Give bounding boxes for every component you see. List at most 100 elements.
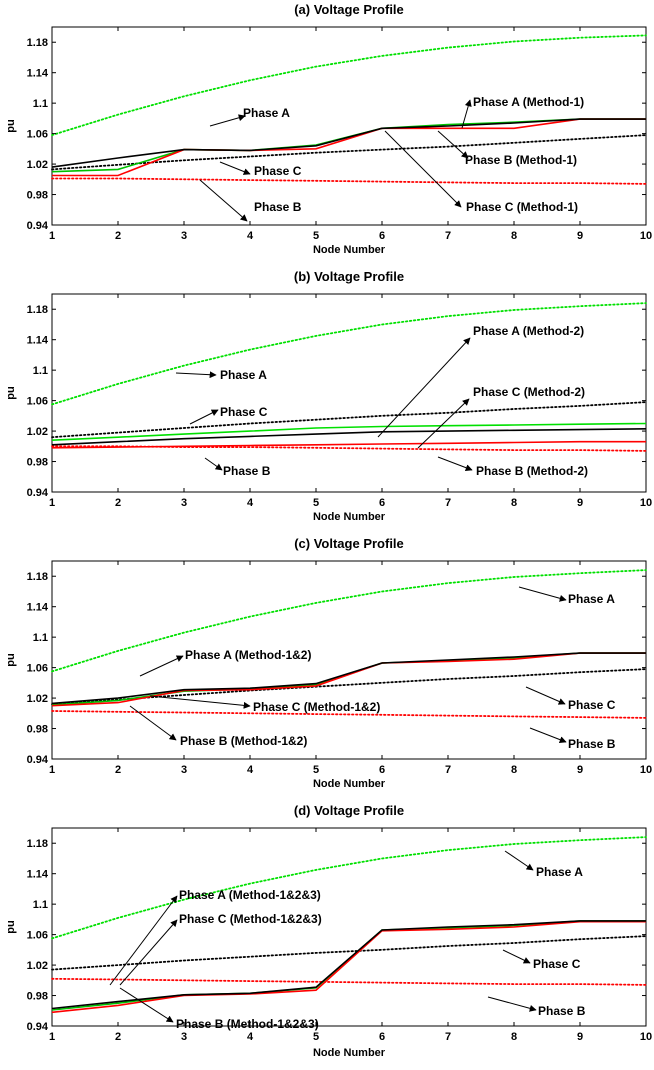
chart-title: (d) Voltage Profile: [294, 803, 404, 818]
annotation-label: Phase C: [254, 164, 302, 178]
annotation-label: Phase B: [223, 464, 271, 478]
x-tick-label: 9: [577, 764, 583, 776]
x-tick-label: 5: [313, 1031, 319, 1043]
plot-frame: [51, 26, 647, 226]
chart-panel-4: (d) Voltage Profile 1 2 3 4 5 6 7 8 9 10 0.94 0.98 1.…: [5, 803, 652, 1059]
series-line-phase-c-method-1: [51, 118, 646, 168]
y-tick-label: 0.98: [27, 457, 48, 469]
annotation-arrow: [219, 161, 251, 175]
x-tick-label: 9: [577, 1031, 583, 1043]
annotation-arrow: [504, 850, 534, 871]
y-tick-label: 1.1: [33, 365, 48, 377]
x-tick-label: 1: [49, 764, 55, 776]
annotation-label: Phase C: [220, 405, 268, 419]
y-tick-label: 1.06: [27, 930, 48, 942]
x-tick-label: 10: [640, 230, 652, 242]
series-line-phase-c-method-2: [51, 428, 647, 446]
x-tick-label: 5: [313, 764, 319, 776]
y-axis-label: pu: [5, 920, 17, 933]
series-line-phase-a: [51, 836, 647, 940]
annotation-label: Phase A: [220, 368, 267, 382]
chart-title: (a) Voltage Profile: [294, 2, 404, 17]
annotation-arrow: [119, 919, 178, 986]
x-tick-label: 4: [247, 1031, 254, 1043]
plot-frame: [51, 827, 647, 1027]
series-line-phase-b-method-1-2-3: [51, 920, 646, 1014]
x-tick-label: 3: [181, 497, 187, 509]
annotation-arrow: [377, 337, 471, 438]
x-tick-label: 10: [640, 497, 652, 509]
annotation-arrow: [109, 895, 178, 986]
series-line-phase-b: [51, 445, 647, 452]
y-tick-label: 1.18: [27, 304, 48, 316]
y-tick-label: 0.94: [27, 754, 49, 766]
y-tick-label: 1.18: [27, 571, 48, 583]
y-tick-label: 1.06: [27, 396, 48, 408]
series-line-phase-a-method-1-2: [51, 652, 646, 706]
annotation-label: Phase C (Method-1&2&3): [179, 912, 322, 926]
x-tick-label: 4: [247, 497, 254, 509]
series-line-phase-c: [51, 935, 647, 971]
annotation-arrow: [417, 398, 470, 449]
plot-frame: [51, 560, 647, 760]
y-tick-label: 1.14: [27, 68, 49, 80]
y-tick-label: 1.06: [27, 663, 48, 675]
x-tick-label: 3: [181, 1031, 187, 1043]
annotation-arrow: [149, 695, 251, 709]
x-tick-label: 3: [181, 764, 187, 776]
x-tick-label: 2: [115, 230, 121, 242]
series-line-phase-b-method-1: [52, 118, 646, 177]
y-tick-label: 1.14: [27, 869, 49, 881]
x-tick-label: 8: [511, 764, 517, 776]
series-line-phase-b-method-1-2: [51, 652, 646, 707]
y-tick-label: 1.02: [27, 960, 48, 972]
annotation-arrow: [189, 409, 219, 425]
y-tick-label: 1.18: [27, 37, 48, 49]
x-tick-label: 6: [379, 230, 385, 242]
x-tick-label: 8: [511, 1031, 517, 1043]
y-tick-label: 1.14: [27, 335, 49, 347]
x-axis-label: Node Number: [313, 511, 386, 523]
x-tick-label: 10: [640, 764, 652, 776]
series-line-phase-a: [51, 569, 647, 673]
x-tick-label: 8: [511, 497, 517, 509]
annotation-label: Phase C (Method-1): [466, 200, 578, 214]
annotation-label: Phase A (Method-2): [473, 324, 584, 338]
y-tick-label: 0.98: [27, 190, 48, 202]
series-line-phase-c-method-1-2-3: [51, 920, 646, 1010]
series-line-phase-a-method-2: [51, 422, 647, 441]
y-tick-label: 0.94: [27, 220, 49, 232]
annotation-label: Phase C (Method-1&2): [253, 700, 380, 714]
annotation-arrow: [175, 371, 217, 379]
x-tick-label: 6: [379, 497, 385, 509]
annotation-label: Phase C: [568, 698, 616, 712]
annotation-label: Phase A (Method-1&2): [185, 648, 311, 662]
annotation-label: Phase B (Method-1&2&3): [176, 1017, 319, 1031]
chart-title: (b) Voltage Profile: [294, 269, 404, 284]
x-tick-label: 5: [313, 230, 319, 242]
annotation-label: Phase B: [568, 737, 616, 751]
annotation-arrow: [461, 99, 472, 129]
x-tick-label: 2: [115, 497, 121, 509]
annotation-label: Phase B (Method-1&2): [180, 734, 307, 748]
plot-frame: [51, 293, 647, 493]
annotation-label: Phase C: [533, 957, 581, 971]
annotation-arrow: [384, 130, 462, 208]
y-axis-label: pu: [5, 653, 17, 666]
annotation-arrow: [502, 949, 531, 964]
y-tick-label: 1.18: [27, 838, 48, 850]
x-axis-label: Node Number: [313, 1047, 386, 1059]
annotation-label: Phase B: [538, 1004, 586, 1018]
x-tick-label: 4: [247, 230, 254, 242]
annotation-arrow: [119, 987, 174, 1023]
x-axis-label: Node Number: [313, 244, 386, 256]
annotation-arrow: [529, 727, 567, 743]
x-tick-label: 7: [445, 497, 451, 509]
annotation-label: Phase A: [568, 592, 615, 606]
x-tick-label: 4: [247, 764, 254, 776]
y-tick-label: 0.98: [27, 991, 48, 1003]
annotation-arrow: [209, 114, 246, 127]
x-axis-label: Node Number: [313, 778, 386, 790]
annotation-label: Phase A: [243, 106, 290, 120]
